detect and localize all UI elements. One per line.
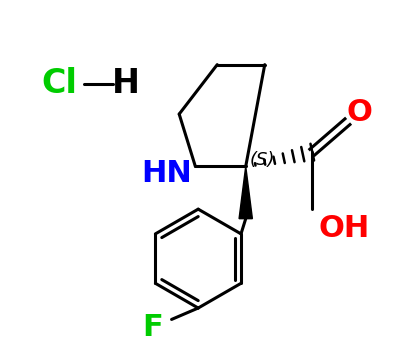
Text: OH: OH [319,214,370,243]
Text: Cl: Cl [42,67,77,100]
Polygon shape [239,166,252,219]
Text: H: H [112,67,140,100]
Text: O: O [347,98,373,127]
Text: (S): (S) [250,151,275,169]
Text: F: F [142,313,163,341]
Text: HN: HN [142,159,192,188]
